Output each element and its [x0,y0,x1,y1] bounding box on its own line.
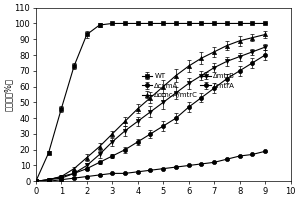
Y-axis label: 脖色率（%）: 脖色率（%） [4,78,13,111]
Legend: WT, ΔcymA, ΔomcA/mtrC, ΔmtrB, ΔmtrA: WT, ΔcymA, ΔomcA/mtrC, ΔmtrB, ΔmtrA [141,73,236,99]
